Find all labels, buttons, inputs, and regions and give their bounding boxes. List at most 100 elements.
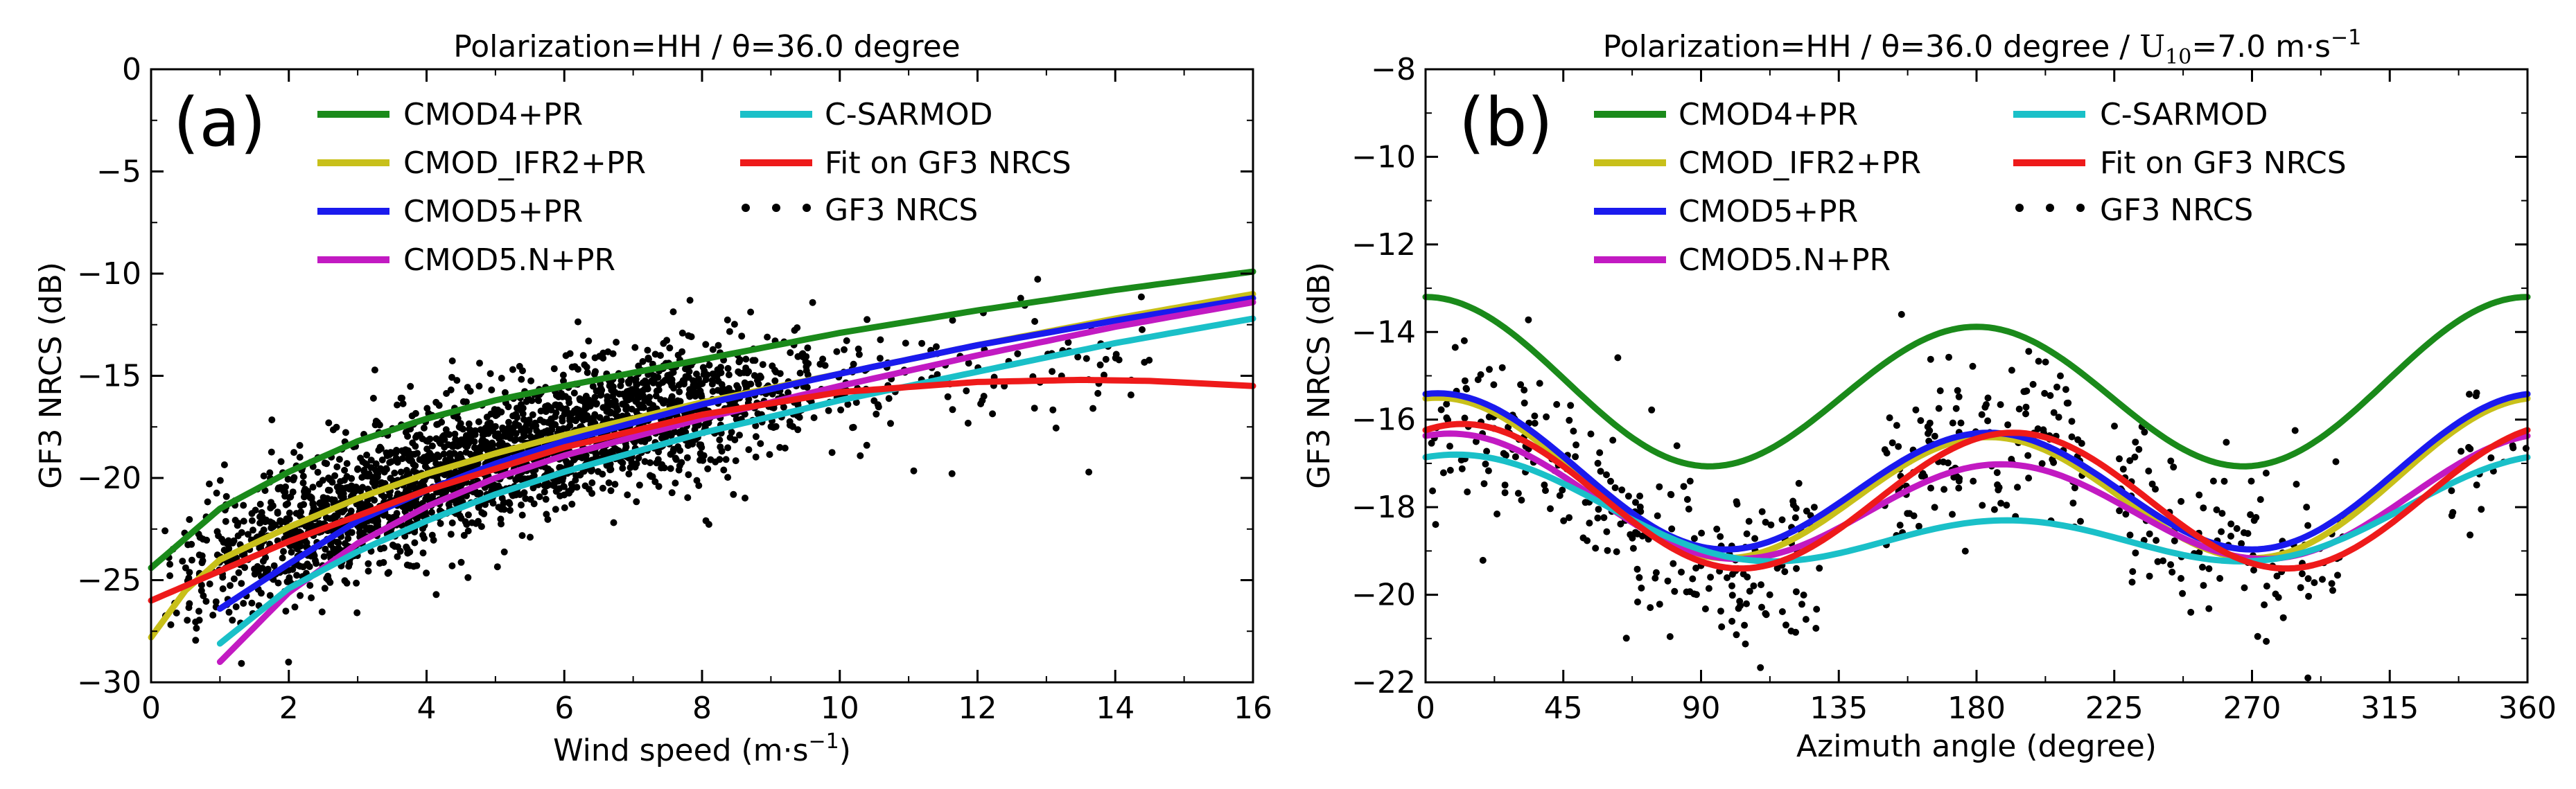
scatter-point xyxy=(432,435,440,443)
scatter-point xyxy=(1629,544,1637,552)
scatter-point xyxy=(794,426,802,434)
scatter-point xyxy=(500,506,508,513)
scatter-point xyxy=(249,526,256,534)
scatter-point xyxy=(1701,605,1709,612)
scatter-point xyxy=(353,609,361,617)
scatter-point xyxy=(2145,468,2153,475)
scatter-point xyxy=(280,487,288,495)
scatter-point xyxy=(2047,392,2054,399)
scatter-point xyxy=(487,444,494,451)
scatter-point xyxy=(403,561,411,569)
scatter-point xyxy=(552,506,559,513)
scatter-point xyxy=(675,382,683,389)
scatter-point xyxy=(685,439,692,447)
scatter-point xyxy=(1955,393,1963,400)
scatter-point xyxy=(715,342,722,349)
scatter-point xyxy=(1717,533,1724,540)
scatter-point xyxy=(209,612,217,619)
scatter-point xyxy=(669,448,677,455)
scatter-point xyxy=(624,393,632,400)
scatter-point xyxy=(487,370,494,378)
scatter-point xyxy=(1560,517,1568,524)
scatter-point xyxy=(828,449,836,456)
panel-b-ytick-label: −10 xyxy=(1351,139,1416,175)
scatter-point xyxy=(589,382,597,390)
scatter-point xyxy=(635,454,642,462)
scatter-point xyxy=(550,365,558,373)
scatter-point xyxy=(268,448,275,456)
scatter-point xyxy=(2128,578,2136,586)
scatter-point xyxy=(1446,443,1453,450)
scatter-point xyxy=(555,393,562,400)
scatter-point xyxy=(448,519,456,526)
scatter-point xyxy=(238,659,245,667)
scatter-point xyxy=(1112,354,1119,362)
scatter-point xyxy=(1791,514,1799,522)
panel-a-xtick-label: 2 xyxy=(279,691,299,726)
scatter-point xyxy=(1745,517,1753,525)
scatter-point xyxy=(2218,528,2225,535)
series-line xyxy=(1422,390,2531,553)
scatter-point xyxy=(2057,372,2064,380)
panel-b-ytick-label: −20 xyxy=(1351,578,1416,613)
scatter-point xyxy=(607,487,615,495)
scatter-point xyxy=(655,483,663,490)
panel-a-ytick-label: −15 xyxy=(77,359,141,394)
scatter-point xyxy=(1618,486,1626,494)
panel-b-xtick-label: 135 xyxy=(1810,691,1868,726)
scatter-point xyxy=(742,355,750,363)
panel-b-ticks: 0 45 90 135 180 225 270 315 360 −8 −10 −12 −14 −16 −18… xyxy=(1351,52,2557,726)
scatter-point xyxy=(428,508,435,516)
scatter-point xyxy=(588,479,596,486)
scatter-point xyxy=(365,567,372,575)
scatter-point xyxy=(1521,399,1528,407)
scatter-point xyxy=(837,406,845,414)
scatter-point xyxy=(1600,514,1608,522)
scatter-point xyxy=(364,472,371,480)
scatter-point xyxy=(290,474,298,481)
scatter-point xyxy=(2014,484,2021,491)
scatter-point xyxy=(1647,604,1654,612)
scatter-point xyxy=(454,443,462,450)
scatter-point xyxy=(290,449,298,456)
scatter-point xyxy=(2467,531,2474,539)
scatter-point xyxy=(296,442,304,449)
scatter-point xyxy=(2135,445,2143,453)
scatter-point xyxy=(606,409,614,417)
scatter-point xyxy=(280,548,287,556)
scatter-point xyxy=(628,459,636,466)
scatter-point xyxy=(1428,439,1435,447)
scatter-point xyxy=(271,522,279,529)
scatter-point xyxy=(596,353,604,360)
scatter-point xyxy=(1686,477,1694,485)
scatter-point xyxy=(529,411,536,418)
scatter-point xyxy=(1031,318,1039,325)
scatter-point xyxy=(252,506,259,514)
scatter-point xyxy=(577,396,584,404)
scatter-point xyxy=(741,379,748,387)
scatter-point xyxy=(625,470,633,478)
scatter-point xyxy=(691,378,699,385)
scatter-point xyxy=(447,386,455,393)
scatter-point xyxy=(167,621,175,628)
scatter-point xyxy=(728,428,735,436)
scatter-point xyxy=(213,489,220,497)
scatter-point xyxy=(240,517,247,525)
scatter-point xyxy=(495,482,502,490)
scatter-point xyxy=(333,538,341,546)
scatter-point xyxy=(367,464,375,471)
scatter-point xyxy=(2119,466,2127,473)
scatter-point xyxy=(2153,537,2160,544)
scatter-point xyxy=(453,377,461,384)
scatter-point xyxy=(475,418,482,425)
scatter-point xyxy=(240,502,247,509)
scatter-point xyxy=(354,465,362,472)
scatter-point xyxy=(1741,621,1749,629)
scatter-point xyxy=(222,517,229,525)
scatter-point xyxy=(1587,430,1595,438)
scatter-point xyxy=(676,447,684,454)
scatter-point xyxy=(345,562,353,570)
scatter-point xyxy=(599,404,607,411)
scatter-point xyxy=(977,400,985,407)
scatter-point xyxy=(192,637,200,644)
